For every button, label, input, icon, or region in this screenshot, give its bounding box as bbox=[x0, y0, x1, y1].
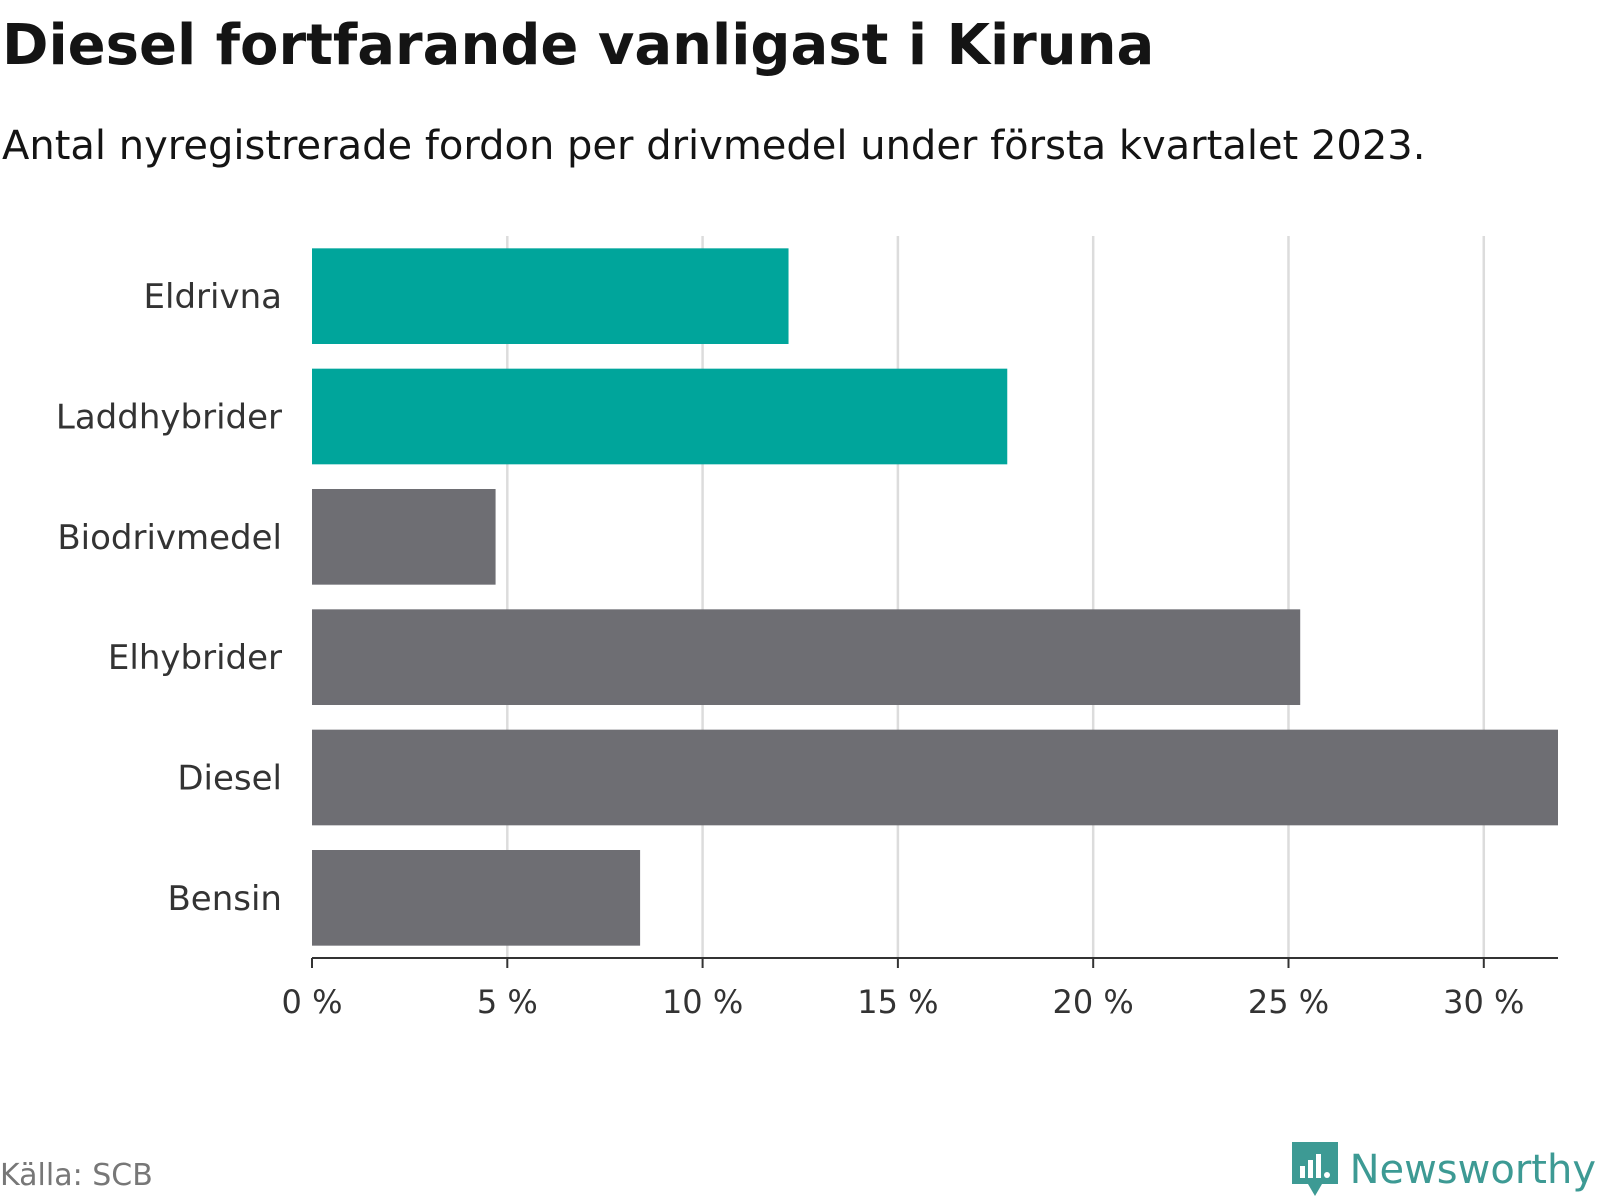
x-tick-label: 30 % bbox=[1443, 983, 1524, 1021]
chart-subtitle: Antal nyregistrerade fordon per drivmede… bbox=[2, 123, 1426, 169]
category-label: Elhybrider bbox=[108, 638, 282, 678]
bars bbox=[312, 248, 1558, 946]
x-tick-label: 10 % bbox=[662, 983, 743, 1021]
category-label: Bensin bbox=[167, 879, 282, 919]
bar bbox=[312, 850, 641, 946]
x-tick-label: 20 % bbox=[1053, 983, 1134, 1021]
brand-logo: Newsworthy bbox=[1290, 1140, 1596, 1200]
x-tick-label: 0 % bbox=[282, 983, 343, 1021]
bar bbox=[312, 609, 1301, 705]
brand-name: Newsworthy bbox=[1349, 1147, 1596, 1193]
newsworthy-logo-icon bbox=[1291, 1142, 1338, 1196]
source-note: Källa: SCB bbox=[0, 1158, 153, 1193]
bar bbox=[312, 368, 1008, 465]
gridlines bbox=[506, 236, 1486, 958]
x-tick-label: 25 % bbox=[1248, 983, 1329, 1021]
category-label: Biodrivmedel bbox=[57, 518, 282, 558]
bar bbox=[312, 248, 789, 344]
bar bbox=[312, 729, 1558, 826]
bar bbox=[312, 489, 496, 585]
category-labels: Eldrivna Laddhybrider Biodrivmedel Elhybrid… bbox=[56, 277, 282, 919]
category-label: Diesel bbox=[177, 759, 282, 799]
category-label: Eldrivna bbox=[144, 277, 282, 317]
category-label: Laddhybrider bbox=[56, 398, 282, 438]
x-axis: 0 % 5 % 10 % 15 % 20 % 25 % 30 % bbox=[282, 957, 1558, 1021]
x-tick-label: 15 % bbox=[857, 983, 938, 1021]
chart-title: Diesel fortfarande vanligast i Kiruna bbox=[2, 13, 1155, 78]
x-tick-label: 5 % bbox=[477, 983, 538, 1021]
